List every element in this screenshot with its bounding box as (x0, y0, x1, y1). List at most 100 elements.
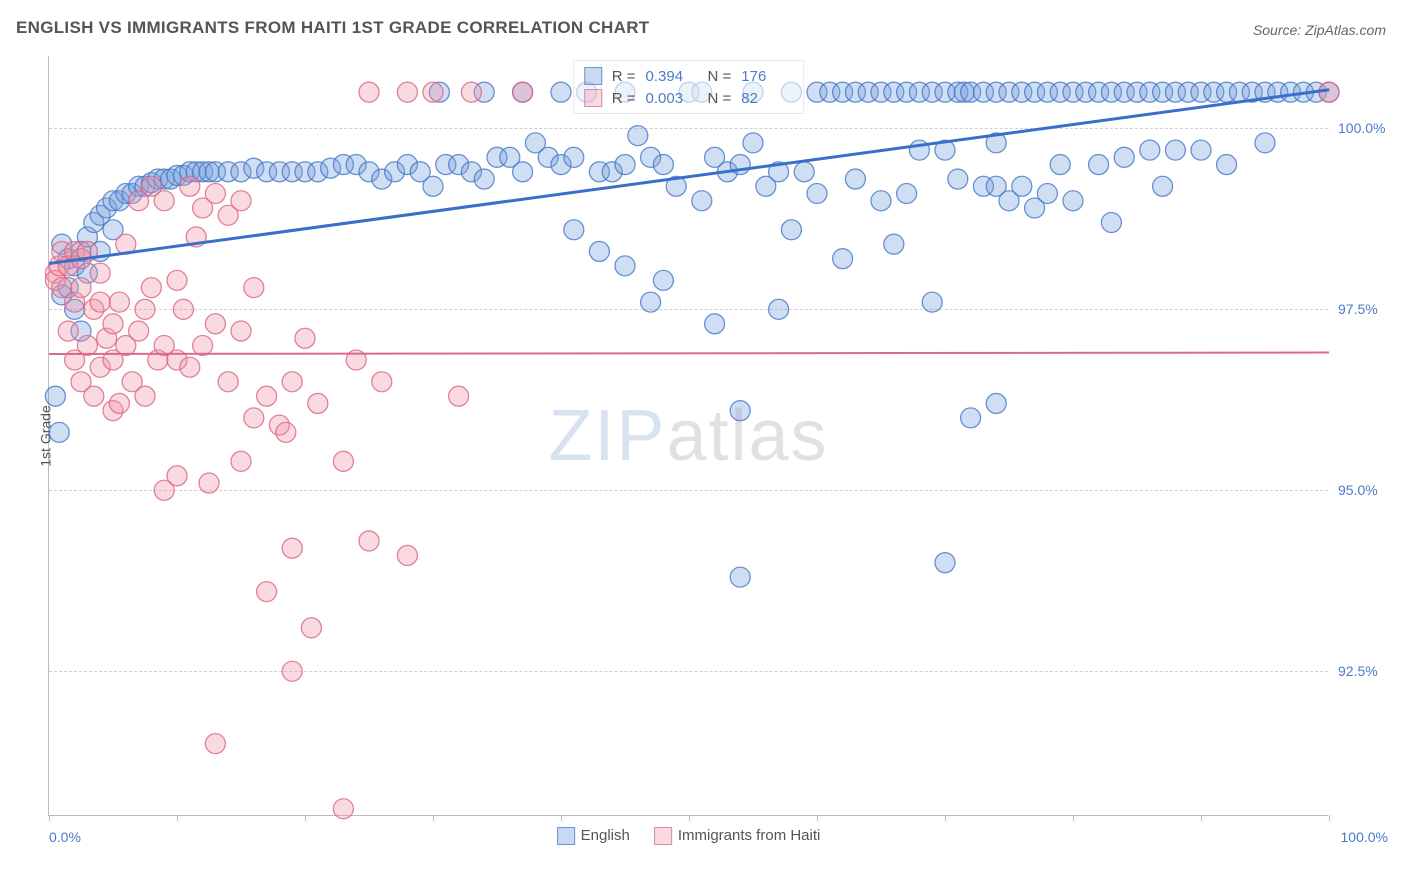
marker-haiti (135, 386, 155, 406)
marker-english (769, 299, 789, 319)
marker-haiti (276, 422, 296, 442)
marker-english (49, 422, 69, 442)
bottom-legend: English Immigrants from Haiti (557, 827, 821, 845)
marker-haiti (231, 191, 251, 211)
marker-haiti (244, 408, 264, 428)
marker-english (845, 169, 865, 189)
x-tick (433, 815, 434, 821)
marker-english (1012, 176, 1032, 196)
stats-r-value-haiti: 0.003 (646, 90, 698, 107)
marker-english (1050, 155, 1070, 175)
x-tick (561, 815, 562, 821)
marker-english (730, 567, 750, 587)
marker-english (692, 191, 712, 211)
marker-english (653, 270, 673, 290)
marker-english (871, 191, 891, 211)
marker-english (922, 292, 942, 312)
marker-english (513, 162, 533, 182)
scatter-layer (49, 56, 1328, 815)
y-tick-label: 95.0% (1338, 482, 1398, 498)
marker-english (564, 220, 584, 240)
y-tick-label: 92.5% (1338, 663, 1398, 679)
marker-english (1101, 212, 1121, 232)
marker-english (1037, 184, 1057, 204)
marker-haiti (205, 734, 225, 754)
marker-english (1089, 155, 1109, 175)
marker-english (1114, 147, 1134, 167)
marker-haiti (333, 451, 353, 471)
x-tick (1329, 815, 1330, 821)
y-tick-label: 97.5% (1338, 301, 1398, 317)
marker-haiti (372, 372, 392, 392)
marker-haiti (333, 799, 353, 819)
marker-haiti (295, 328, 315, 348)
stats-box: R = 0.394 N = 176 R = 0.003 N = 82 (573, 60, 805, 114)
marker-english (730, 401, 750, 421)
marker-english (1153, 176, 1173, 196)
stats-r-label: R = (612, 90, 636, 107)
stats-n-value-english: 176 (741, 68, 793, 85)
legend-item-haiti: Immigrants from Haiti (654, 827, 821, 845)
marker-haiti (308, 393, 328, 413)
plot-area: 1st Grade ZIPatlas 92.5%95.0%97.5%100.0%… (48, 56, 1328, 816)
marker-haiti (205, 314, 225, 334)
marker-haiti (199, 473, 219, 493)
marker-english (807, 184, 827, 204)
marker-haiti (103, 314, 123, 334)
stats-row-english: R = 0.394 N = 176 (584, 65, 794, 87)
stats-row-haiti: R = 0.003 N = 82 (584, 87, 794, 109)
marker-haiti (84, 386, 104, 406)
marker-english (743, 133, 763, 153)
stats-n-label: N = (708, 68, 732, 85)
marker-english (1191, 140, 1211, 160)
marker-haiti (257, 582, 277, 602)
marker-haiti (90, 292, 110, 312)
x-tick (1201, 815, 1202, 821)
y-tick-label: 100.0% (1338, 120, 1398, 136)
x-tick (817, 815, 818, 821)
stats-n-value-haiti: 82 (741, 90, 793, 107)
marker-english (641, 292, 661, 312)
marker-haiti (135, 299, 155, 319)
x-tick (177, 815, 178, 821)
marker-haiti (244, 278, 264, 298)
legend-item-english: English (557, 827, 630, 845)
marker-haiti (423, 82, 443, 102)
marker-english (1140, 140, 1160, 160)
marker-haiti (167, 466, 187, 486)
x-axis-max-label: 100.0% (1341, 829, 1388, 845)
marker-english (564, 147, 584, 167)
marker-haiti (173, 299, 193, 319)
marker-english (948, 169, 968, 189)
marker-english (1165, 140, 1185, 160)
marker-english (474, 169, 494, 189)
stats-r-label: R = (612, 68, 636, 85)
marker-haiti (301, 618, 321, 638)
marker-haiti (231, 321, 251, 341)
marker-haiti (359, 531, 379, 551)
marker-english (628, 126, 648, 146)
marker-haiti (359, 82, 379, 102)
marker-english (589, 241, 609, 261)
marker-haiti (180, 176, 200, 196)
marker-haiti (513, 82, 533, 102)
stats-n-label: N = (708, 90, 732, 107)
marker-haiti (90, 263, 110, 283)
marker-english (653, 155, 673, 175)
marker-haiti (449, 386, 469, 406)
swatch-haiti-icon (584, 89, 602, 107)
source-attribution: Source: ZipAtlas.com (1253, 22, 1386, 38)
marker-english (551, 82, 571, 102)
marker-haiti (218, 372, 238, 392)
marker-english (1063, 191, 1083, 211)
marker-english (961, 408, 981, 428)
marker-haiti (257, 386, 277, 406)
legend-label-haiti: Immigrants from Haiti (678, 827, 821, 844)
legend-label-english: English (581, 827, 630, 844)
marker-haiti (461, 82, 481, 102)
marker-haiti (129, 321, 149, 341)
marker-english (615, 256, 635, 276)
x-tick (689, 815, 690, 821)
marker-haiti (205, 184, 225, 204)
marker-haiti (282, 661, 302, 681)
